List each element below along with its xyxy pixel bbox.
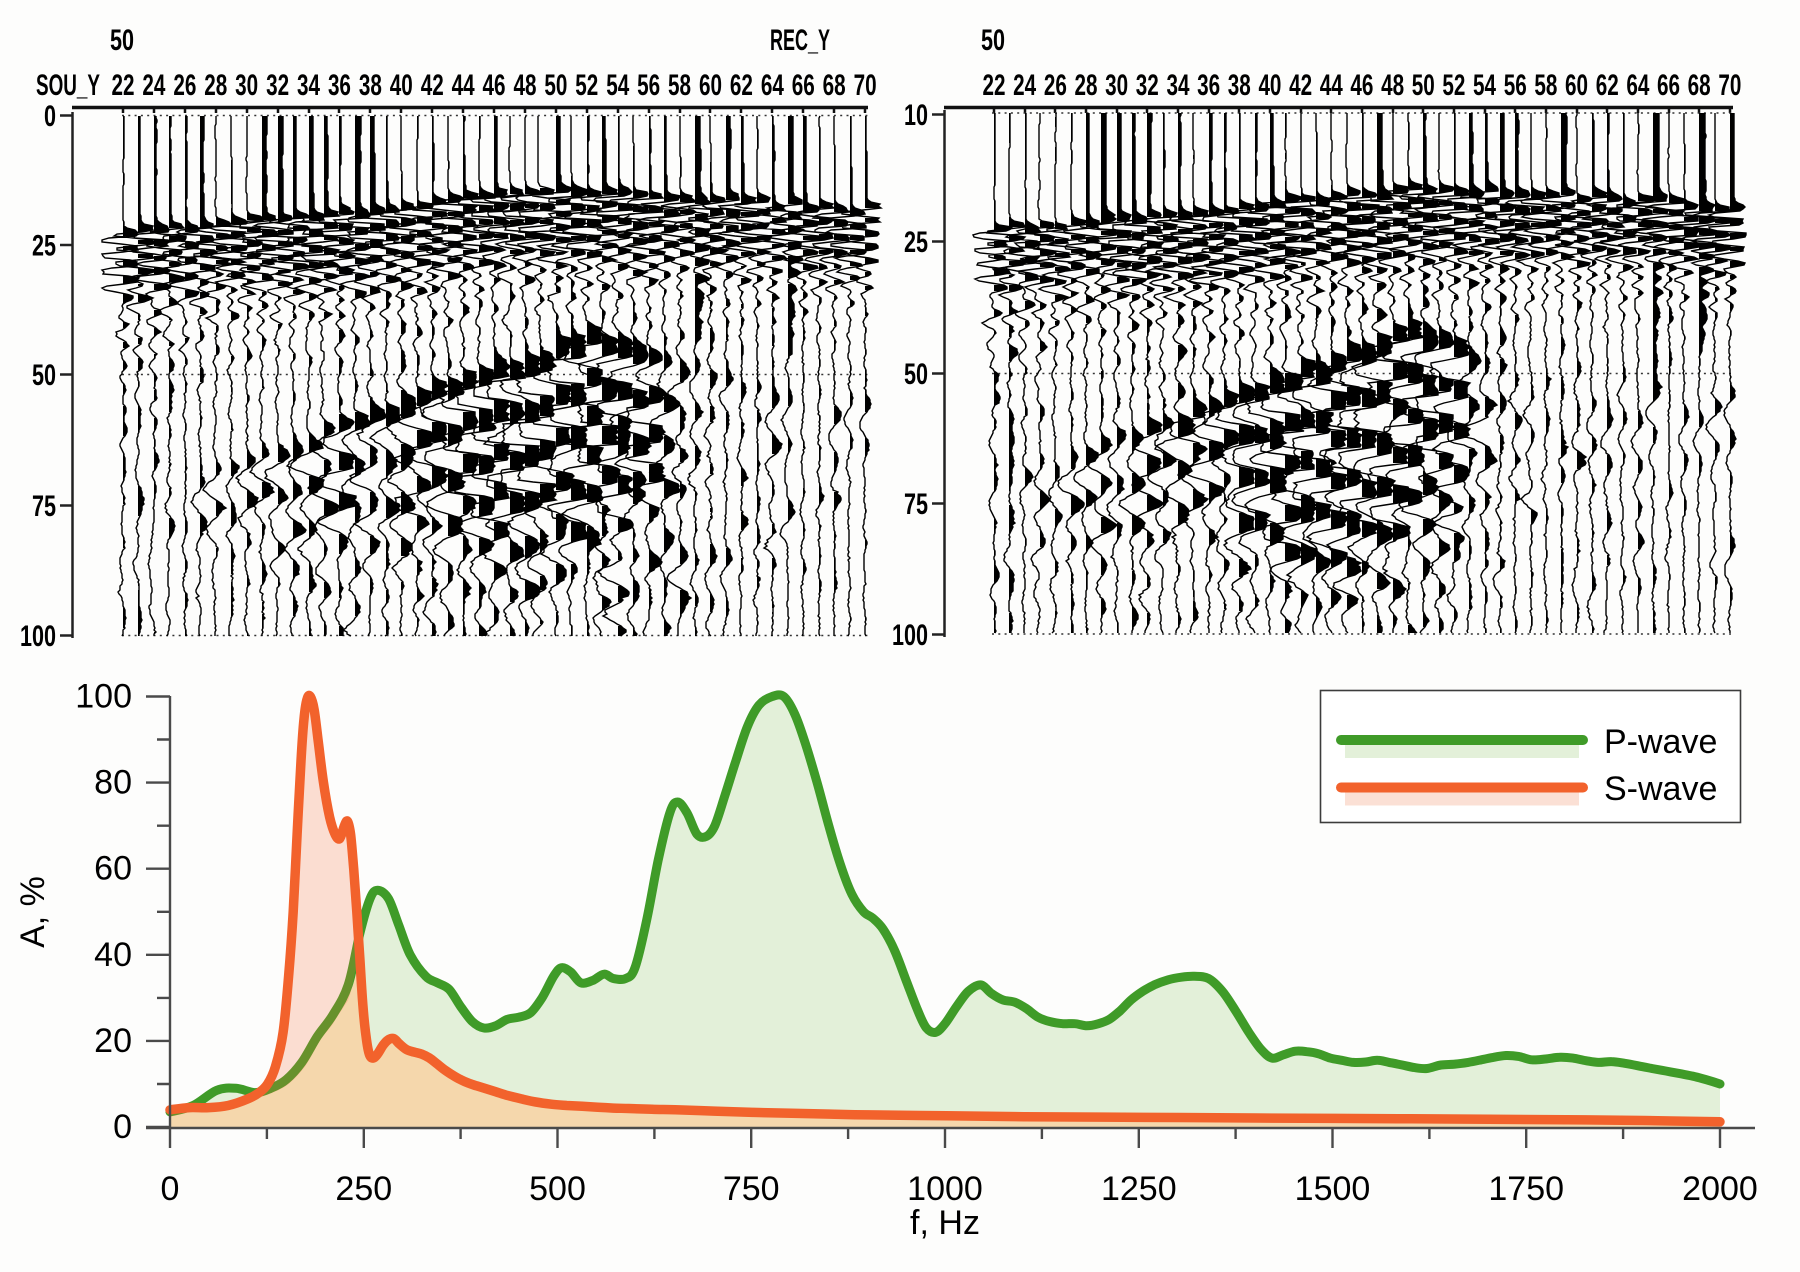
svg-text:48: 48	[513, 69, 536, 102]
svg-text:2000: 2000	[1682, 1170, 1758, 1208]
svg-text:44: 44	[452, 69, 475, 102]
svg-text:f, Hz: f, Hz	[910, 1204, 980, 1242]
svg-text:10: 10	[904, 99, 928, 132]
svg-text:50: 50	[32, 359, 56, 392]
svg-text:44: 44	[1320, 69, 1343, 102]
svg-text:60: 60	[94, 850, 132, 888]
svg-text:58: 58	[1534, 69, 1557, 102]
svg-text:75: 75	[32, 490, 56, 523]
svg-text:32: 32	[1136, 69, 1159, 102]
svg-text:50: 50	[981, 24, 1005, 57]
svg-text:100: 100	[75, 678, 132, 716]
svg-text:54: 54	[1473, 69, 1496, 102]
svg-text:REC_Y: REC_Y	[770, 24, 830, 57]
svg-text:38: 38	[1228, 69, 1251, 102]
svg-text:34: 34	[297, 69, 320, 102]
svg-text:68: 68	[1688, 69, 1711, 102]
svg-text:100: 100	[20, 620, 56, 653]
svg-text:40: 40	[1258, 69, 1281, 102]
svg-text:1750: 1750	[1488, 1170, 1564, 1208]
svg-text:62: 62	[730, 69, 753, 102]
svg-text:26: 26	[1044, 69, 1067, 102]
svg-text:50: 50	[544, 69, 567, 102]
svg-text:64: 64	[1626, 69, 1649, 102]
svg-text:26: 26	[173, 69, 196, 102]
svg-text:25: 25	[32, 230, 56, 263]
svg-text:54: 54	[606, 69, 629, 102]
svg-text:28: 28	[1074, 69, 1097, 102]
svg-text:750: 750	[723, 1170, 780, 1208]
svg-text:0: 0	[161, 1170, 180, 1208]
svg-text:60: 60	[1565, 69, 1588, 102]
svg-text:46: 46	[483, 69, 506, 102]
svg-text:30: 30	[235, 69, 258, 102]
svg-text:50: 50	[1412, 69, 1435, 102]
svg-text:32: 32	[266, 69, 289, 102]
svg-text:70: 70	[854, 69, 877, 102]
svg-text:62: 62	[1596, 69, 1619, 102]
svg-text:20: 20	[94, 1022, 132, 1060]
svg-text:50: 50	[110, 24, 134, 57]
svg-text:48: 48	[1381, 69, 1404, 102]
svg-text:42: 42	[1289, 69, 1312, 102]
svg-text:46: 46	[1350, 69, 1373, 102]
svg-text:0: 0	[113, 1108, 132, 1146]
svg-text:24: 24	[1013, 69, 1036, 102]
svg-text:SOU_Y: SOU_Y	[36, 69, 100, 102]
svg-text:56: 56	[1504, 69, 1527, 102]
svg-text:1250: 1250	[1101, 1170, 1177, 1208]
svg-text:68: 68	[823, 69, 846, 102]
svg-text:42: 42	[421, 69, 444, 102]
svg-text:64: 64	[761, 69, 784, 102]
svg-text:30: 30	[1105, 69, 1128, 102]
svg-text:52: 52	[575, 69, 598, 102]
svg-text:66: 66	[792, 69, 815, 102]
svg-text:22: 22	[112, 69, 135, 102]
svg-text:38: 38	[359, 69, 382, 102]
svg-text:1500: 1500	[1295, 1170, 1371, 1208]
svg-text:60: 60	[699, 69, 722, 102]
svg-text:0: 0	[44, 100, 56, 133]
svg-text:P-wave: P-wave	[1604, 723, 1717, 761]
svg-text:100: 100	[892, 619, 928, 652]
svg-text:56: 56	[637, 69, 660, 102]
svg-text:28: 28	[204, 69, 227, 102]
svg-text:40: 40	[390, 69, 413, 102]
svg-text:36: 36	[328, 69, 351, 102]
svg-text:50: 50	[904, 358, 928, 391]
svg-text:22: 22	[983, 69, 1006, 102]
svg-text:75: 75	[904, 488, 928, 521]
svg-text:25: 25	[904, 226, 928, 259]
svg-text:52: 52	[1442, 69, 1465, 102]
svg-text:24: 24	[142, 69, 165, 102]
svg-text:S-wave: S-wave	[1604, 770, 1717, 808]
svg-text:66: 66	[1657, 69, 1680, 102]
svg-text:36: 36	[1197, 69, 1220, 102]
svg-text:1000: 1000	[907, 1170, 983, 1208]
svg-text:34: 34	[1166, 69, 1189, 102]
svg-text:500: 500	[529, 1170, 586, 1208]
svg-text:40: 40	[94, 936, 132, 974]
svg-text:250: 250	[335, 1170, 392, 1208]
svg-text:A, %: A, %	[14, 876, 52, 948]
svg-text:70: 70	[1718, 69, 1741, 102]
svg-text:58: 58	[668, 69, 691, 102]
svg-text:80: 80	[94, 764, 132, 802]
